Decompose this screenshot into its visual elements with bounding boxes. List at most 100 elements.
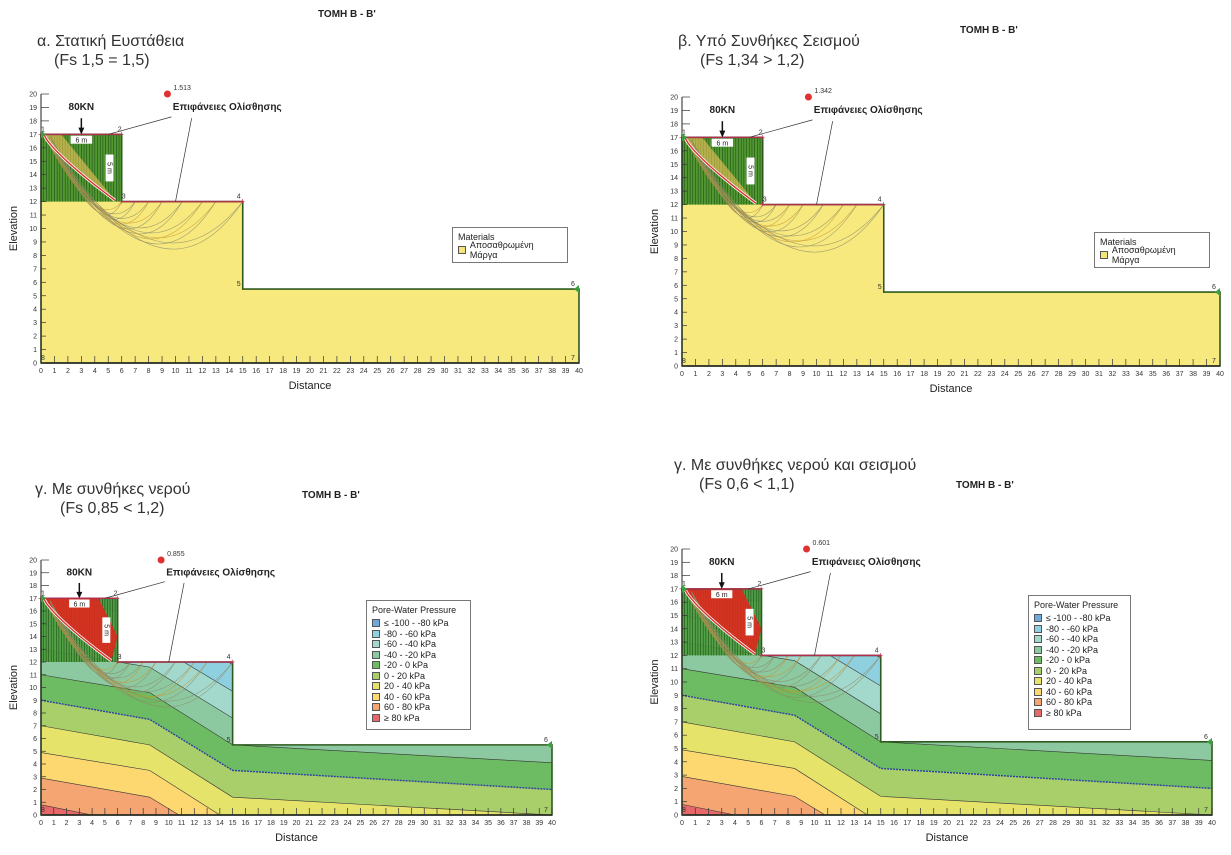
legend-swatch [372,619,380,628]
x-tick-label: 19 [930,820,938,827]
y-tick-label: 18 [29,583,37,590]
point-marker: + [759,650,764,660]
x-tick-label: 32 [1109,371,1117,378]
y-tick-label: 7 [33,723,37,730]
x-tick-label: 6 [120,368,124,375]
legend-label: ≥ 80 kPa [1046,707,1082,718]
slip-surfaces-label: Επιφάνειες Ολίσθησης [166,567,275,578]
x-tick-label: 30 [1082,371,1090,378]
x-tick-label: 24 [360,368,368,375]
y-tick-label: 19 [29,570,37,577]
point-marker: + [230,657,235,667]
x-tick-label: 9 [801,371,805,378]
y-tick-label: 9 [674,693,678,700]
panel-d-title: γ. Με συνθήκες νερού και σεισμού (Fs 0,6 … [674,456,916,494]
geometry-point-label: 6 [1204,734,1208,741]
panel-1: ++++123456780123456789101112131415161718… [649,88,1224,395]
geometry-point-label: 2 [758,581,762,588]
x-tick-label: 33 [481,368,489,375]
legend-swatch [1034,677,1042,686]
geometry-point-label: 5 [875,734,879,741]
x-tick-label: 3 [720,371,724,378]
y-tick-label: 4 [674,310,678,317]
x-tick-label: 3 [720,820,724,827]
x-tick-label: 21 [961,371,969,378]
point-marker: + [119,129,124,139]
legend-label: -40 - -20 kPa [1046,644,1099,655]
y-tick-label: 7 [33,266,37,273]
point-marker: + [115,593,120,603]
y-axis-label: Elevation [649,209,661,254]
x-tick-label: 12 [190,820,198,827]
y-tick-label: 20 [670,95,678,102]
x-tick-label: 12 [837,820,845,827]
point-marker: + [115,657,120,667]
geometry-point-label: 4 [875,647,879,654]
y-tick-label: 13 [29,186,37,193]
x-tick-label: 10 [813,371,821,378]
legend-swatch [372,703,380,712]
legend-label: 20 - 40 kPa [1046,676,1093,687]
x-tick-label: 21 [320,368,328,375]
x-tick-label: 39 [562,368,570,375]
x-tick-label: 2 [65,820,69,827]
x-tick-label: 18 [917,820,925,827]
y-tick-label: 1 [33,347,37,354]
load-arrow-icon [718,582,725,589]
boundary-condition-icon [1215,288,1220,297]
x-tick-label: 5 [747,371,751,378]
legend-swatch [1034,614,1042,623]
geometry-point-label: 3 [118,654,122,661]
x-tick-label: 17 [907,371,915,378]
height-dimension-label: 5 m [747,165,754,177]
point-marker: + [881,200,886,210]
width-dimension-box [70,135,93,144]
y-tick-label: 3 [674,323,678,330]
y-tick-label: 16 [670,600,678,607]
x-tick-label: 37 [1176,371,1184,378]
x-tick-label: 29 [1068,371,1076,378]
leader-line [104,581,166,599]
boundary-condition-icon [1207,737,1212,746]
contour-line [41,777,552,815]
x-tick-label: 38 [523,820,531,827]
legend-label: -80 - -60 kPa [1046,623,1099,634]
water-table-line [682,694,1212,790]
legend-item: Αποσαθρωμένη Μάργα [1100,245,1204,265]
section-label-d: ΤΟΜΗ Β - Β' [956,480,1014,491]
x-tick-label: 2 [707,371,711,378]
fs-center-marker [163,90,171,98]
x-tick-label: 31 [1089,820,1097,827]
y-axis-label: Elevation [649,659,661,704]
y-tick-label: 0 [674,364,678,371]
y-tick-label: 16 [29,609,37,616]
leader-line [168,582,185,663]
x-tick-label: 37 [510,820,518,827]
geometry-point-label: 7 [1212,358,1216,365]
x-tick-label: 6 [760,820,764,827]
legend-swatch [1100,251,1108,260]
x-tick-label: 3 [79,368,83,375]
y-tick-label: 0 [33,361,37,368]
legend-swatch [1034,624,1042,633]
y-tick-label: 19 [670,560,678,567]
x-tick-label: 0 [680,820,684,827]
x-tick-label: 14 [216,820,224,827]
y-tick-label: 5 [674,746,678,753]
x-tick-label: 16 [893,371,901,378]
x-tick-label: 40 [575,368,583,375]
legend-item: -60 - -40 kPa [372,639,465,650]
panel-a-title: α. Στατική Ευστάθεια (Fs 1,5 = 1,5) [37,32,184,70]
panel-2: ++++123456780123456789101112131415161718… [8,551,556,844]
x-tick-label: 13 [203,820,211,827]
x-tick-label: 5 [746,820,750,827]
x-tick-label: 11 [824,820,831,827]
legend-label: ≤ -100 - -80 kPa [384,618,449,629]
x-tick-label: 30 [1076,820,1084,827]
x-tick-label: 28 [1055,371,1063,378]
y-axis-label: Elevation [8,665,20,710]
geometry-point-label: 4 [227,654,231,661]
y-tick-label: 5 [33,293,37,300]
fs-value-label: 0.601 [813,540,831,547]
y-tick-label: 17 [29,596,37,603]
